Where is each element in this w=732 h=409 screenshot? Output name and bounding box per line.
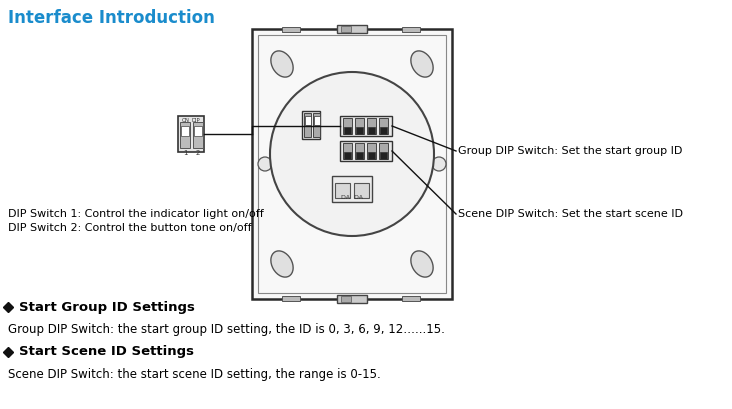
Circle shape	[270, 72, 434, 236]
Circle shape	[432, 157, 446, 171]
Bar	[180, 122, 190, 148]
Circle shape	[258, 157, 272, 171]
Text: Scene DIP Switch: the start scene ID setting, the range is 0-15.: Scene DIP Switch: the start scene ID set…	[8, 368, 381, 381]
Bar	[380, 152, 387, 159]
Text: DIP: DIP	[192, 118, 201, 123]
Bar	[367, 143, 376, 159]
Bar	[194, 126, 202, 136]
Text: Start Group ID Settings: Start Group ID Settings	[19, 301, 195, 314]
Bar	[302, 111, 320, 139]
Bar	[343, 118, 352, 134]
Ellipse shape	[271, 51, 293, 77]
Bar	[402, 27, 420, 32]
Bar	[181, 126, 189, 136]
Text: 1: 1	[183, 150, 187, 156]
Bar	[337, 25, 367, 33]
Bar	[355, 143, 364, 159]
Bar	[356, 152, 363, 159]
Bar	[379, 118, 388, 134]
Bar	[341, 296, 351, 302]
Text: 2: 2	[196, 150, 200, 156]
Text: DIP Switch 2: Control the button tone on/off: DIP Switch 2: Control the button tone on…	[8, 223, 252, 233]
Bar	[178, 116, 204, 152]
Text: Group DIP Switch: the start group ID setting, the ID is 0, 3, 6, 9, 12…...15.: Group DIP Switch: the start group ID set…	[8, 323, 445, 336]
Bar	[337, 295, 367, 303]
Bar	[367, 118, 376, 134]
Bar	[368, 152, 375, 159]
Bar	[356, 127, 363, 134]
Bar	[335, 183, 350, 198]
Bar	[193, 122, 203, 148]
Bar	[344, 127, 351, 134]
Bar	[332, 176, 372, 202]
Bar	[258, 35, 446, 293]
Bar	[340, 141, 392, 161]
Text: Interface Introduction: Interface Introduction	[8, 9, 215, 27]
Text: ON: ON	[182, 118, 190, 123]
Ellipse shape	[411, 251, 433, 277]
Bar	[379, 143, 388, 159]
Bar	[380, 127, 387, 134]
Bar	[305, 116, 310, 125]
Bar	[344, 152, 351, 159]
Bar	[252, 29, 452, 299]
Bar	[343, 143, 352, 159]
Ellipse shape	[411, 51, 433, 77]
Bar	[282, 296, 300, 301]
Ellipse shape	[271, 251, 293, 277]
Text: Scene DIP Switch: Set the start scene ID: Scene DIP Switch: Set the start scene ID	[458, 209, 683, 219]
Bar	[368, 127, 375, 134]
Bar	[341, 26, 351, 32]
Bar	[402, 296, 420, 301]
Bar	[282, 27, 300, 32]
Text: DA  DA: DA DA	[341, 195, 363, 200]
Text: Group DIP Switch: Set the start group ID: Group DIP Switch: Set the start group ID	[458, 146, 682, 156]
Text: Start Scene ID Settings: Start Scene ID Settings	[19, 346, 194, 359]
Text: DIP Switch 1: Control the indicator light on/off: DIP Switch 1: Control the indicator ligh…	[8, 209, 264, 219]
Bar	[355, 118, 364, 134]
Bar	[304, 113, 311, 137]
Bar	[340, 116, 392, 136]
Bar	[313, 113, 320, 137]
Bar	[313, 116, 319, 125]
Bar	[354, 183, 369, 198]
